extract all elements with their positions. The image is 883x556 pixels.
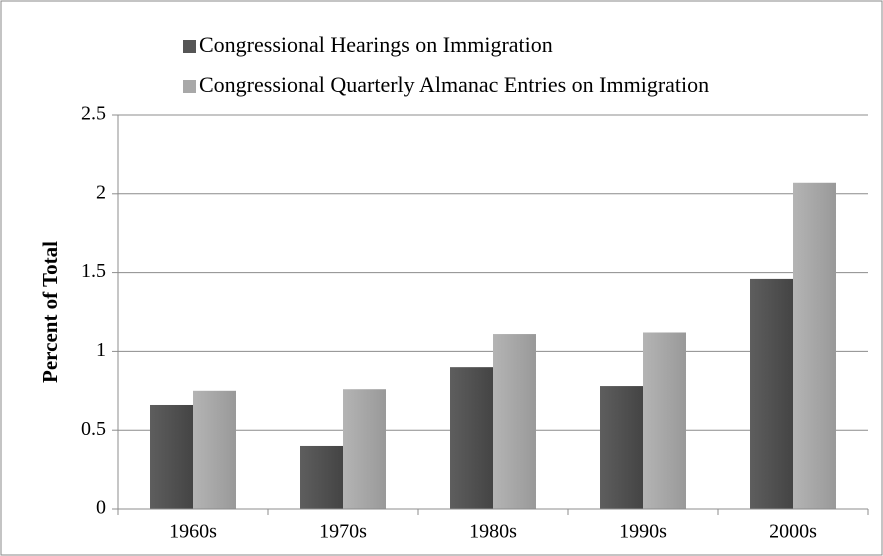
bar	[643, 332, 686, 509]
bar	[493, 334, 536, 509]
bar	[150, 404, 193, 509]
x-tick-label: 2000s	[769, 521, 817, 543]
y-tick-label: 0.5	[81, 418, 106, 440]
bar	[793, 182, 836, 509]
legend-swatch	[183, 80, 196, 93]
x-tick-label: 1980s	[469, 521, 517, 543]
bar	[300, 445, 343, 509]
legend-label: Congressional Quarterly Almanac Entries …	[199, 72, 709, 97]
y-axis-label: Percent of Total	[38, 241, 62, 383]
legend-swatch	[183, 40, 196, 53]
bar	[750, 278, 793, 509]
y-tick-label: 1.5	[81, 260, 106, 282]
bar	[193, 390, 236, 509]
bar	[600, 386, 643, 509]
x-tick-label: 1960s	[169, 521, 217, 543]
y-tick-label: 0	[96, 497, 106, 519]
y-tick-label: 2.5	[81, 103, 106, 125]
bar	[343, 389, 386, 509]
y-tick-label: 2	[96, 181, 106, 203]
legend-label: Congressional Hearings on Immigration	[199, 32, 553, 57]
x-tick-label: 1990s	[619, 521, 667, 543]
bar	[450, 367, 493, 509]
y-tick-label: 1	[96, 339, 106, 361]
x-tick-label: 1970s	[319, 521, 367, 543]
